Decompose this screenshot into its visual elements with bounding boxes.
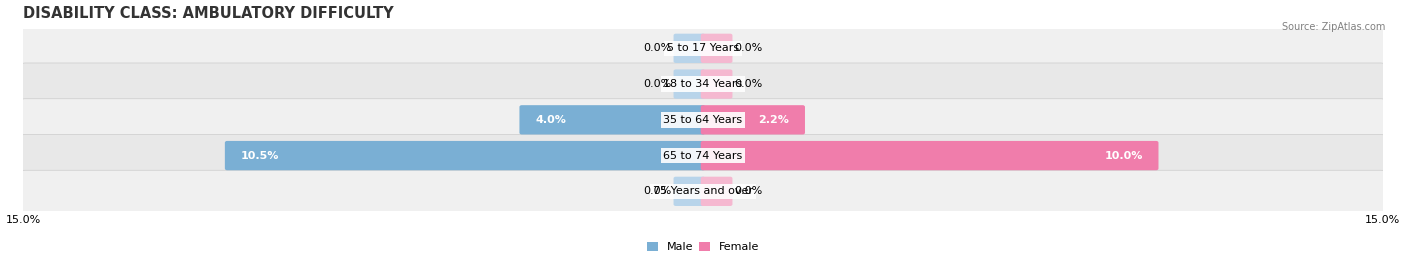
FancyBboxPatch shape bbox=[24, 175, 1382, 210]
FancyBboxPatch shape bbox=[700, 34, 733, 63]
Text: 18 to 34 Years: 18 to 34 Years bbox=[664, 79, 742, 89]
FancyBboxPatch shape bbox=[24, 104, 1382, 138]
Text: 0.0%: 0.0% bbox=[643, 79, 671, 89]
Text: 0.0%: 0.0% bbox=[643, 43, 671, 53]
Legend: Male, Female: Male, Female bbox=[643, 237, 763, 257]
FancyBboxPatch shape bbox=[18, 170, 1388, 213]
FancyBboxPatch shape bbox=[700, 177, 733, 206]
FancyBboxPatch shape bbox=[225, 141, 706, 170]
Text: 5 to 17 Years: 5 to 17 Years bbox=[666, 43, 740, 53]
FancyBboxPatch shape bbox=[24, 68, 1382, 102]
Text: Source: ZipAtlas.com: Source: ZipAtlas.com bbox=[1281, 22, 1385, 31]
FancyBboxPatch shape bbox=[24, 32, 1382, 66]
Text: 0.0%: 0.0% bbox=[735, 43, 763, 53]
Text: 2.2%: 2.2% bbox=[758, 115, 789, 125]
FancyBboxPatch shape bbox=[673, 34, 706, 63]
Text: 0.0%: 0.0% bbox=[735, 186, 763, 196]
Text: 10.0%: 10.0% bbox=[1104, 151, 1143, 161]
Text: 35 to 64 Years: 35 to 64 Years bbox=[664, 115, 742, 125]
Text: DISABILITY CLASS: AMBULATORY DIFFICULTY: DISABILITY CLASS: AMBULATORY DIFFICULTY bbox=[22, 6, 394, 20]
FancyBboxPatch shape bbox=[700, 69, 733, 99]
FancyBboxPatch shape bbox=[700, 141, 1159, 170]
FancyBboxPatch shape bbox=[673, 177, 706, 206]
FancyBboxPatch shape bbox=[24, 140, 1382, 174]
FancyBboxPatch shape bbox=[519, 105, 706, 134]
FancyBboxPatch shape bbox=[673, 69, 706, 99]
Text: 10.5%: 10.5% bbox=[240, 151, 280, 161]
Text: 65 to 74 Years: 65 to 74 Years bbox=[664, 151, 742, 161]
FancyBboxPatch shape bbox=[18, 27, 1388, 70]
FancyBboxPatch shape bbox=[18, 63, 1388, 106]
Text: 0.0%: 0.0% bbox=[735, 79, 763, 89]
FancyBboxPatch shape bbox=[18, 134, 1388, 177]
Text: 75 Years and over: 75 Years and over bbox=[652, 186, 754, 196]
FancyBboxPatch shape bbox=[700, 105, 806, 134]
FancyBboxPatch shape bbox=[18, 99, 1388, 142]
Text: 0.0%: 0.0% bbox=[643, 186, 671, 196]
Text: 4.0%: 4.0% bbox=[536, 115, 567, 125]
